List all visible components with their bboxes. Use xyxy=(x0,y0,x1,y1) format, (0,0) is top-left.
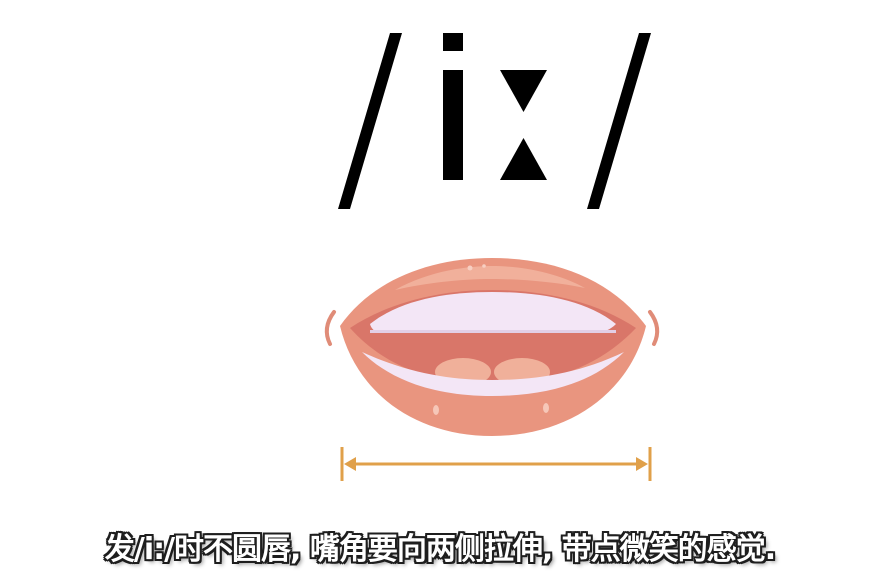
subtitle-caption: 发/i:/时不圆唇, 嘴角要向两侧拉伸, 带点微笑的感觉. xyxy=(104,532,776,567)
length-mark-bottom xyxy=(500,138,547,180)
left-crease xyxy=(324,310,336,346)
lower-lip-shine-right xyxy=(543,403,549,413)
width-arrow-right-head xyxy=(636,457,648,471)
lip-sparkle-1 xyxy=(467,265,473,271)
right-crease xyxy=(648,310,660,346)
phonetic-symbol xyxy=(338,33,651,209)
i-stem xyxy=(443,70,463,180)
upper-lip-highlight xyxy=(395,266,585,290)
right-slash xyxy=(587,33,651,209)
mouth-illustration-icon xyxy=(324,258,660,436)
upper-teeth xyxy=(370,292,616,333)
upper-teeth-edge xyxy=(370,330,616,333)
lower-teeth xyxy=(362,352,624,396)
lip-sparkle-2 xyxy=(482,264,486,268)
left-slash xyxy=(338,33,402,209)
length-mark-top xyxy=(500,70,547,112)
width-arrow-icon xyxy=(340,447,652,481)
lower-lip-shine-left xyxy=(433,405,439,415)
width-arrow-left-head xyxy=(344,457,356,471)
i-dot xyxy=(443,33,463,51)
